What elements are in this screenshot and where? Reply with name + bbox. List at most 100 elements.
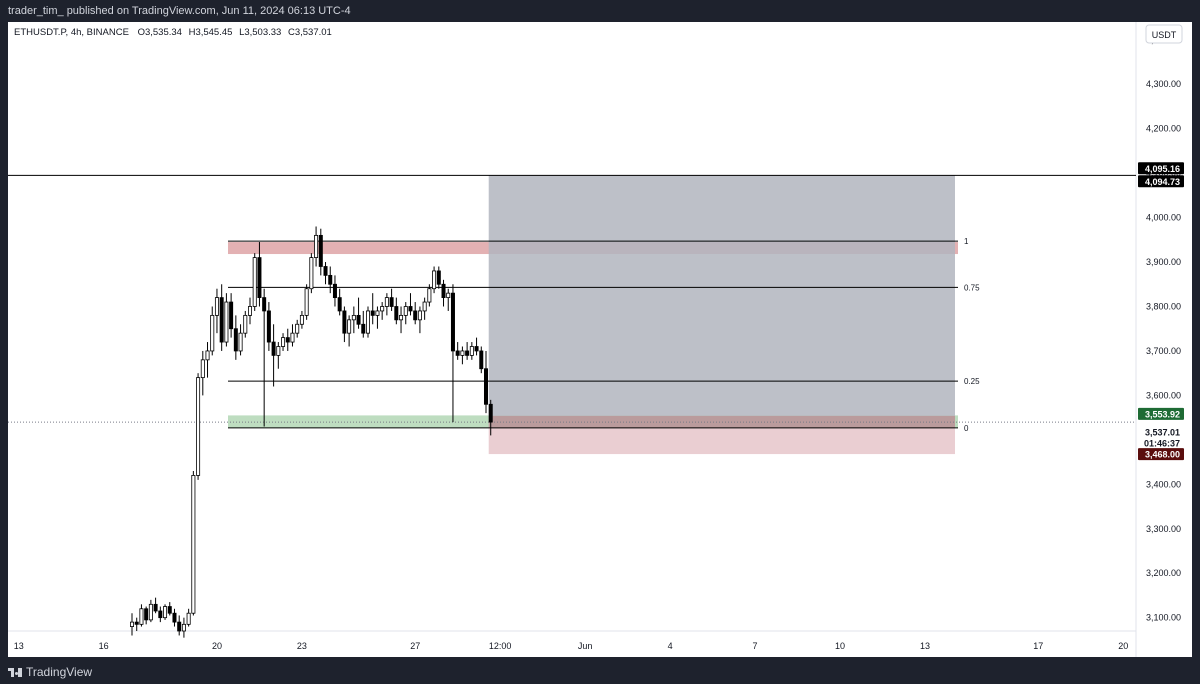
fib-label-2: 0.25 <box>964 377 980 386</box>
candle-body <box>210 314 215 352</box>
close-value: C3,537.01 <box>288 27 332 38</box>
candle-body <box>148 603 153 621</box>
candle <box>413 302 418 325</box>
fib-label-1: 0.75 <box>964 283 980 292</box>
candle <box>238 324 243 356</box>
candle <box>214 288 219 334</box>
currency-badge[interactable] <box>1145 24 1183 44</box>
candle-body <box>167 606 172 614</box>
target-price-label-bg <box>1138 162 1184 175</box>
candle <box>356 297 361 329</box>
candle <box>271 324 276 387</box>
candle-body <box>455 350 460 356</box>
fib-label-3: 0 <box>964 424 969 433</box>
candle-body <box>257 257 262 299</box>
candle-body <box>432 270 437 290</box>
y-tick-label: 4,000.00 <box>1146 213 1181 223</box>
candle-body <box>196 377 201 476</box>
candle-body <box>219 297 224 343</box>
candle <box>304 284 309 320</box>
candle-body <box>474 346 479 352</box>
candle-body <box>394 306 399 321</box>
svg-text:ETHUSDT.P, 4h, BINANCE O: ETHUSDT.P, 4h, BINANCE O3,535.34 H3,545.… <box>14 27 332 38</box>
footer-bar: TradingView <box>0 660 1200 684</box>
candle <box>365 306 370 338</box>
candle-body <box>488 403 493 423</box>
candle-body <box>243 314 248 334</box>
tradingview-logo[interactable]: TradingView <box>8 665 92 679</box>
x-tick-label: 16 <box>99 641 109 651</box>
candle-body <box>271 341 276 356</box>
candle-body <box>361 323 366 334</box>
candle-body <box>290 332 295 343</box>
candle-body <box>295 323 300 334</box>
candle <box>243 310 248 338</box>
brand-name: TradingView <box>26 665 93 679</box>
candle-body <box>266 310 271 343</box>
candle-body <box>399 314 404 321</box>
candle <box>290 324 295 347</box>
stop-price-label: 3,468.00 <box>1145 450 1180 460</box>
candle <box>351 306 356 334</box>
target-box[interactable] <box>488 175 955 416</box>
symbol-name: ETHUSDT.P, 4h, BINANCE <box>14 27 129 38</box>
candle <box>384 293 389 316</box>
entry-price-label: 3,553.92 <box>1145 409 1180 419</box>
candle-body <box>446 292 451 299</box>
candle-body <box>158 610 163 619</box>
target-price-label: 4,095.16 <box>1145 164 1180 174</box>
candle-body <box>483 368 488 405</box>
y-tick-label: 3,700.00 <box>1146 346 1181 356</box>
candle <box>318 228 323 276</box>
candle-body <box>177 621 182 632</box>
x-tick-label: 12:00 <box>489 641 512 651</box>
candle-body <box>200 359 205 379</box>
candle-body <box>384 297 389 307</box>
candle-body <box>214 297 219 316</box>
y-tick-label: 3,900.00 <box>1146 257 1181 267</box>
candle-body <box>328 274 333 285</box>
y-tick-label: 3,800.00 <box>1146 301 1181 311</box>
candle <box>469 342 474 360</box>
current-price-label-bg <box>1138 426 1184 439</box>
candle-body <box>153 603 158 612</box>
candle-body <box>186 612 191 625</box>
candle-body <box>347 319 352 334</box>
candle <box>148 599 153 623</box>
candle <box>380 302 385 320</box>
candle-body <box>309 257 314 290</box>
candle <box>247 297 252 325</box>
currency-label: USDT <box>1152 30 1177 40</box>
candle <box>229 293 234 338</box>
candle-body <box>337 297 342 312</box>
candle <box>417 306 422 334</box>
candle-body <box>408 306 413 312</box>
candle-body <box>318 234 323 267</box>
candle-body <box>427 288 432 303</box>
candle <box>196 373 201 480</box>
candle <box>479 346 484 374</box>
candle <box>483 350 488 414</box>
candle <box>295 319 300 338</box>
candle <box>361 310 366 338</box>
candle <box>436 266 441 289</box>
candle <box>465 342 470 360</box>
x-tick-label: 4 <box>668 641 673 651</box>
x-tick-label: Jun <box>578 641 593 651</box>
candle-body <box>380 306 385 312</box>
candle <box>252 253 257 311</box>
candle-body <box>130 621 135 627</box>
candle-body <box>375 310 380 316</box>
candle-body <box>436 270 441 285</box>
candle <box>450 284 455 423</box>
candle-body <box>252 257 257 307</box>
y-tick-label: 4,200.00 <box>1146 124 1181 134</box>
chart-area[interactable]: 10.750.250 4,400.004,300.004,200.004,100… <box>8 22 1192 657</box>
candle-body <box>314 234 319 258</box>
candle <box>408 293 413 316</box>
candle <box>389 288 394 311</box>
candle <box>375 306 380 329</box>
candle <box>210 306 215 356</box>
price-chart[interactable]: 10.750.250 4,400.004,300.004,200.004,100… <box>8 22 1192 657</box>
candle-body <box>469 346 474 356</box>
